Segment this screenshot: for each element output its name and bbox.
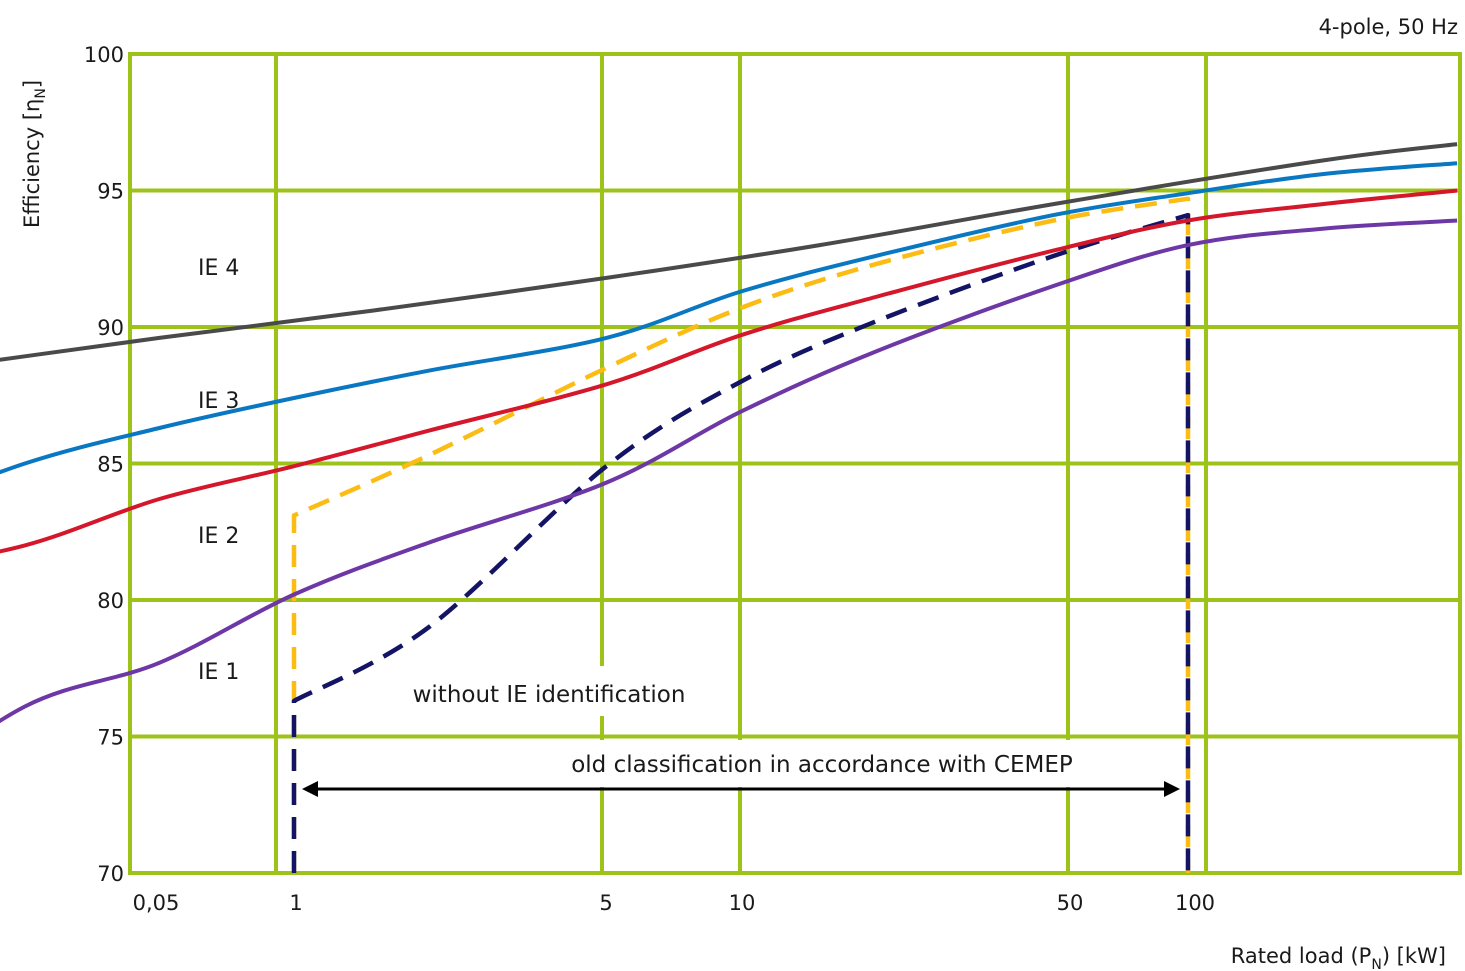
- series-ie4: [0, 142, 1458, 362]
- series-ie3: [0, 161, 1458, 475]
- arrow-head-left: [302, 781, 318, 797]
- class-label: IE 4: [198, 256, 239, 281]
- annotation-old-classification: old classification in accordance with CE…: [571, 752, 1073, 778]
- y-tick-label: 75: [97, 726, 124, 750]
- annotation-without-ie: without IE identification: [413, 682, 686, 708]
- x-tick-label: 10: [729, 891, 756, 915]
- y-tick-label: 70: [97, 862, 124, 886]
- x-tick-label: 0,05: [133, 891, 180, 915]
- series-ie2: [0, 188, 1458, 554]
- x-tick-label: 50: [1057, 891, 1084, 915]
- x-tick-label: 100: [1175, 891, 1215, 915]
- arrow-head-right: [1164, 781, 1180, 797]
- series-old-lower: [291, 212, 1191, 873]
- x-tick-label: 5: [599, 891, 612, 915]
- annotations: without IE identification old classificat…: [302, 666, 1180, 797]
- y-tick-label: 95: [97, 180, 124, 204]
- annotation-box-without-ie: [380, 666, 738, 716]
- y-tick-label: 80: [97, 589, 124, 613]
- grid: [128, 52, 1462, 875]
- y-axis-label: Efficiency [ηN]: [20, 80, 49, 228]
- class-label: IE 1: [198, 660, 239, 685]
- series-old-upper: [291, 196, 1191, 873]
- series-layer: [0, 142, 1458, 873]
- annotation-box-old: [514, 740, 1146, 787]
- x-tick-label: 1: [289, 891, 302, 915]
- tick-labels: 70 75 80 85 90 95 100 0,05 1 5 10 50 100: [84, 43, 1215, 915]
- y-tick-label: 85: [97, 453, 124, 477]
- class-label: IE 3: [198, 389, 239, 414]
- plot-frame: [128, 52, 1462, 875]
- y-tick-label: 100: [84, 43, 124, 67]
- series-ie1: [0, 218, 1458, 724]
- x-axis-label: Rated load (PN) [kW]: [1231, 944, 1446, 971]
- class-labels: IE 4 IE 3 IE 2 IE 1: [198, 256, 239, 685]
- class-label: IE 2: [198, 524, 239, 549]
- y-tick-label: 90: [97, 316, 124, 340]
- chart-subtitle: 4-pole, 50 Hz: [1319, 15, 1458, 39]
